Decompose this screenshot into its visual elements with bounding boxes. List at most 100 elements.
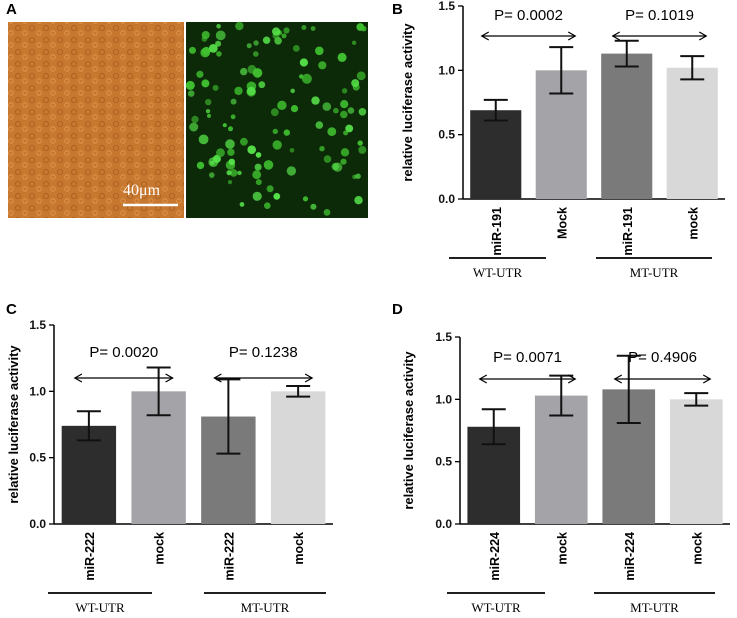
y-tick-label: 1.0 xyxy=(29,384,46,398)
gfp-cell xyxy=(264,202,271,209)
gfp-cell xyxy=(327,127,337,136)
gfp-cell xyxy=(235,21,244,31)
gfp-cell xyxy=(283,27,290,34)
gfp-cell xyxy=(216,148,225,158)
gfp-cell xyxy=(255,179,262,186)
x-category-label: Mock xyxy=(555,207,569,239)
gfp-cell xyxy=(234,86,243,96)
p-value-label: P= 0.0002 xyxy=(494,7,563,24)
x-category-label: mock xyxy=(292,532,306,565)
gfp-cell xyxy=(226,170,232,176)
x-category-label: miR-224 xyxy=(623,532,637,581)
gfp-cell xyxy=(310,203,317,210)
group-label: MT-UTR xyxy=(241,600,290,615)
gfp-cell xyxy=(258,81,266,89)
y-tick-label: 0.0 xyxy=(435,517,452,531)
gfp-cell xyxy=(202,46,211,56)
gfp-cell xyxy=(318,61,327,70)
bar xyxy=(666,67,718,199)
gfp-cell xyxy=(343,130,349,136)
arrow-head-right xyxy=(165,373,174,383)
x-category-label: miR-191 xyxy=(621,207,635,256)
gfp-cell xyxy=(205,98,212,106)
scale-bar-label: 40μm xyxy=(123,182,161,199)
gfp-cell xyxy=(222,123,227,128)
gfp-cell xyxy=(207,113,211,118)
group-label: WT-UTR xyxy=(471,600,521,615)
gfp-cell xyxy=(229,169,238,177)
panel-letter: D xyxy=(392,301,403,318)
gfp-cell xyxy=(323,209,331,216)
gfp-cell xyxy=(322,102,332,111)
x-category-label: miR-224 xyxy=(488,532,502,581)
gfp-cell xyxy=(358,108,367,116)
gfp-cell xyxy=(205,109,211,114)
gfp-cell xyxy=(337,52,347,62)
gfp-cell xyxy=(208,44,218,53)
panel-b-chart: B 0.0 0.5 1.0 1.5 relative luciferase activit… xyxy=(392,0,725,280)
gfp-cell xyxy=(201,79,210,88)
x-category-label: mock xyxy=(153,532,167,565)
y-axis-label: relative luciferase activity xyxy=(401,351,416,510)
p-value-label: P= 0.1019 xyxy=(625,7,694,24)
gfp-cell xyxy=(252,191,262,201)
gfp-cell xyxy=(253,40,259,46)
gfp-cell xyxy=(239,202,245,207)
y-tick-label: 0.5 xyxy=(29,451,46,465)
x-category-label: miR-222 xyxy=(83,532,97,581)
gfp-cell xyxy=(209,172,215,178)
gfp-cell xyxy=(216,51,222,57)
gfp-cell xyxy=(355,173,361,179)
p-value-label: P= 0.0071 xyxy=(493,349,562,366)
arrow-head-right xyxy=(567,31,577,41)
gfp-cell xyxy=(315,121,324,129)
gfp-cell xyxy=(230,114,236,120)
gfp-cell xyxy=(273,193,281,200)
y-tick-label: 1.5 xyxy=(29,318,46,332)
gfp-cell xyxy=(263,160,274,170)
gfp-cell xyxy=(356,71,366,81)
gfp-cell xyxy=(340,110,348,119)
gfp-cell xyxy=(228,126,233,132)
gfp-cell xyxy=(228,158,235,165)
gfp-cell xyxy=(347,107,355,114)
p-value-label: P= 0.1238 xyxy=(229,344,298,361)
gfp-cell xyxy=(340,148,350,157)
gfp-cell xyxy=(301,73,312,84)
gfp-cell xyxy=(225,139,235,149)
panel-d-chart: D 0.0 0.5 1.0 1.5 relative luciferase activit… xyxy=(392,301,730,615)
panel-c-chart: C 0.0 0.5 1.0 1.5 relative luciferase activit… xyxy=(6,301,333,615)
gfp-cell xyxy=(333,107,339,114)
gfp-cell xyxy=(299,58,308,67)
brightfield-micrograph xyxy=(8,22,184,218)
gfp-cell xyxy=(302,196,309,202)
gfp-cell xyxy=(331,162,340,171)
group-label: WT-UTR xyxy=(473,265,523,280)
gfp-cell xyxy=(230,98,237,105)
arrow-head-left xyxy=(613,374,623,384)
y-axis-label: relative luciferase activity xyxy=(400,23,415,182)
gfp-cell xyxy=(189,122,199,132)
gfp-cell xyxy=(252,170,262,180)
gfp-cell xyxy=(255,152,262,158)
arrow-head-left xyxy=(480,31,490,41)
gfp-cell xyxy=(311,96,320,105)
x-category-label: mock xyxy=(690,532,704,565)
gfp-cell xyxy=(356,23,365,31)
gfp-cell xyxy=(196,161,205,170)
arrow-head-left xyxy=(611,31,621,41)
gfp-cell xyxy=(283,129,290,136)
x-category-label: miR-222 xyxy=(222,532,236,581)
y-tick-label: 0.0 xyxy=(438,192,455,206)
gfp-cell xyxy=(272,140,282,150)
gfp-cell xyxy=(252,68,263,78)
gfp-cell xyxy=(351,40,357,45)
gfp-cell xyxy=(237,170,242,176)
gfp-cell xyxy=(201,36,208,42)
gfp-cell xyxy=(189,46,196,54)
gfp-cell xyxy=(345,124,354,133)
gfp-cell xyxy=(358,145,367,154)
gfp-cell xyxy=(354,196,363,205)
arrow-head-right xyxy=(698,31,708,41)
y-tick-label: 1.5 xyxy=(438,0,455,13)
